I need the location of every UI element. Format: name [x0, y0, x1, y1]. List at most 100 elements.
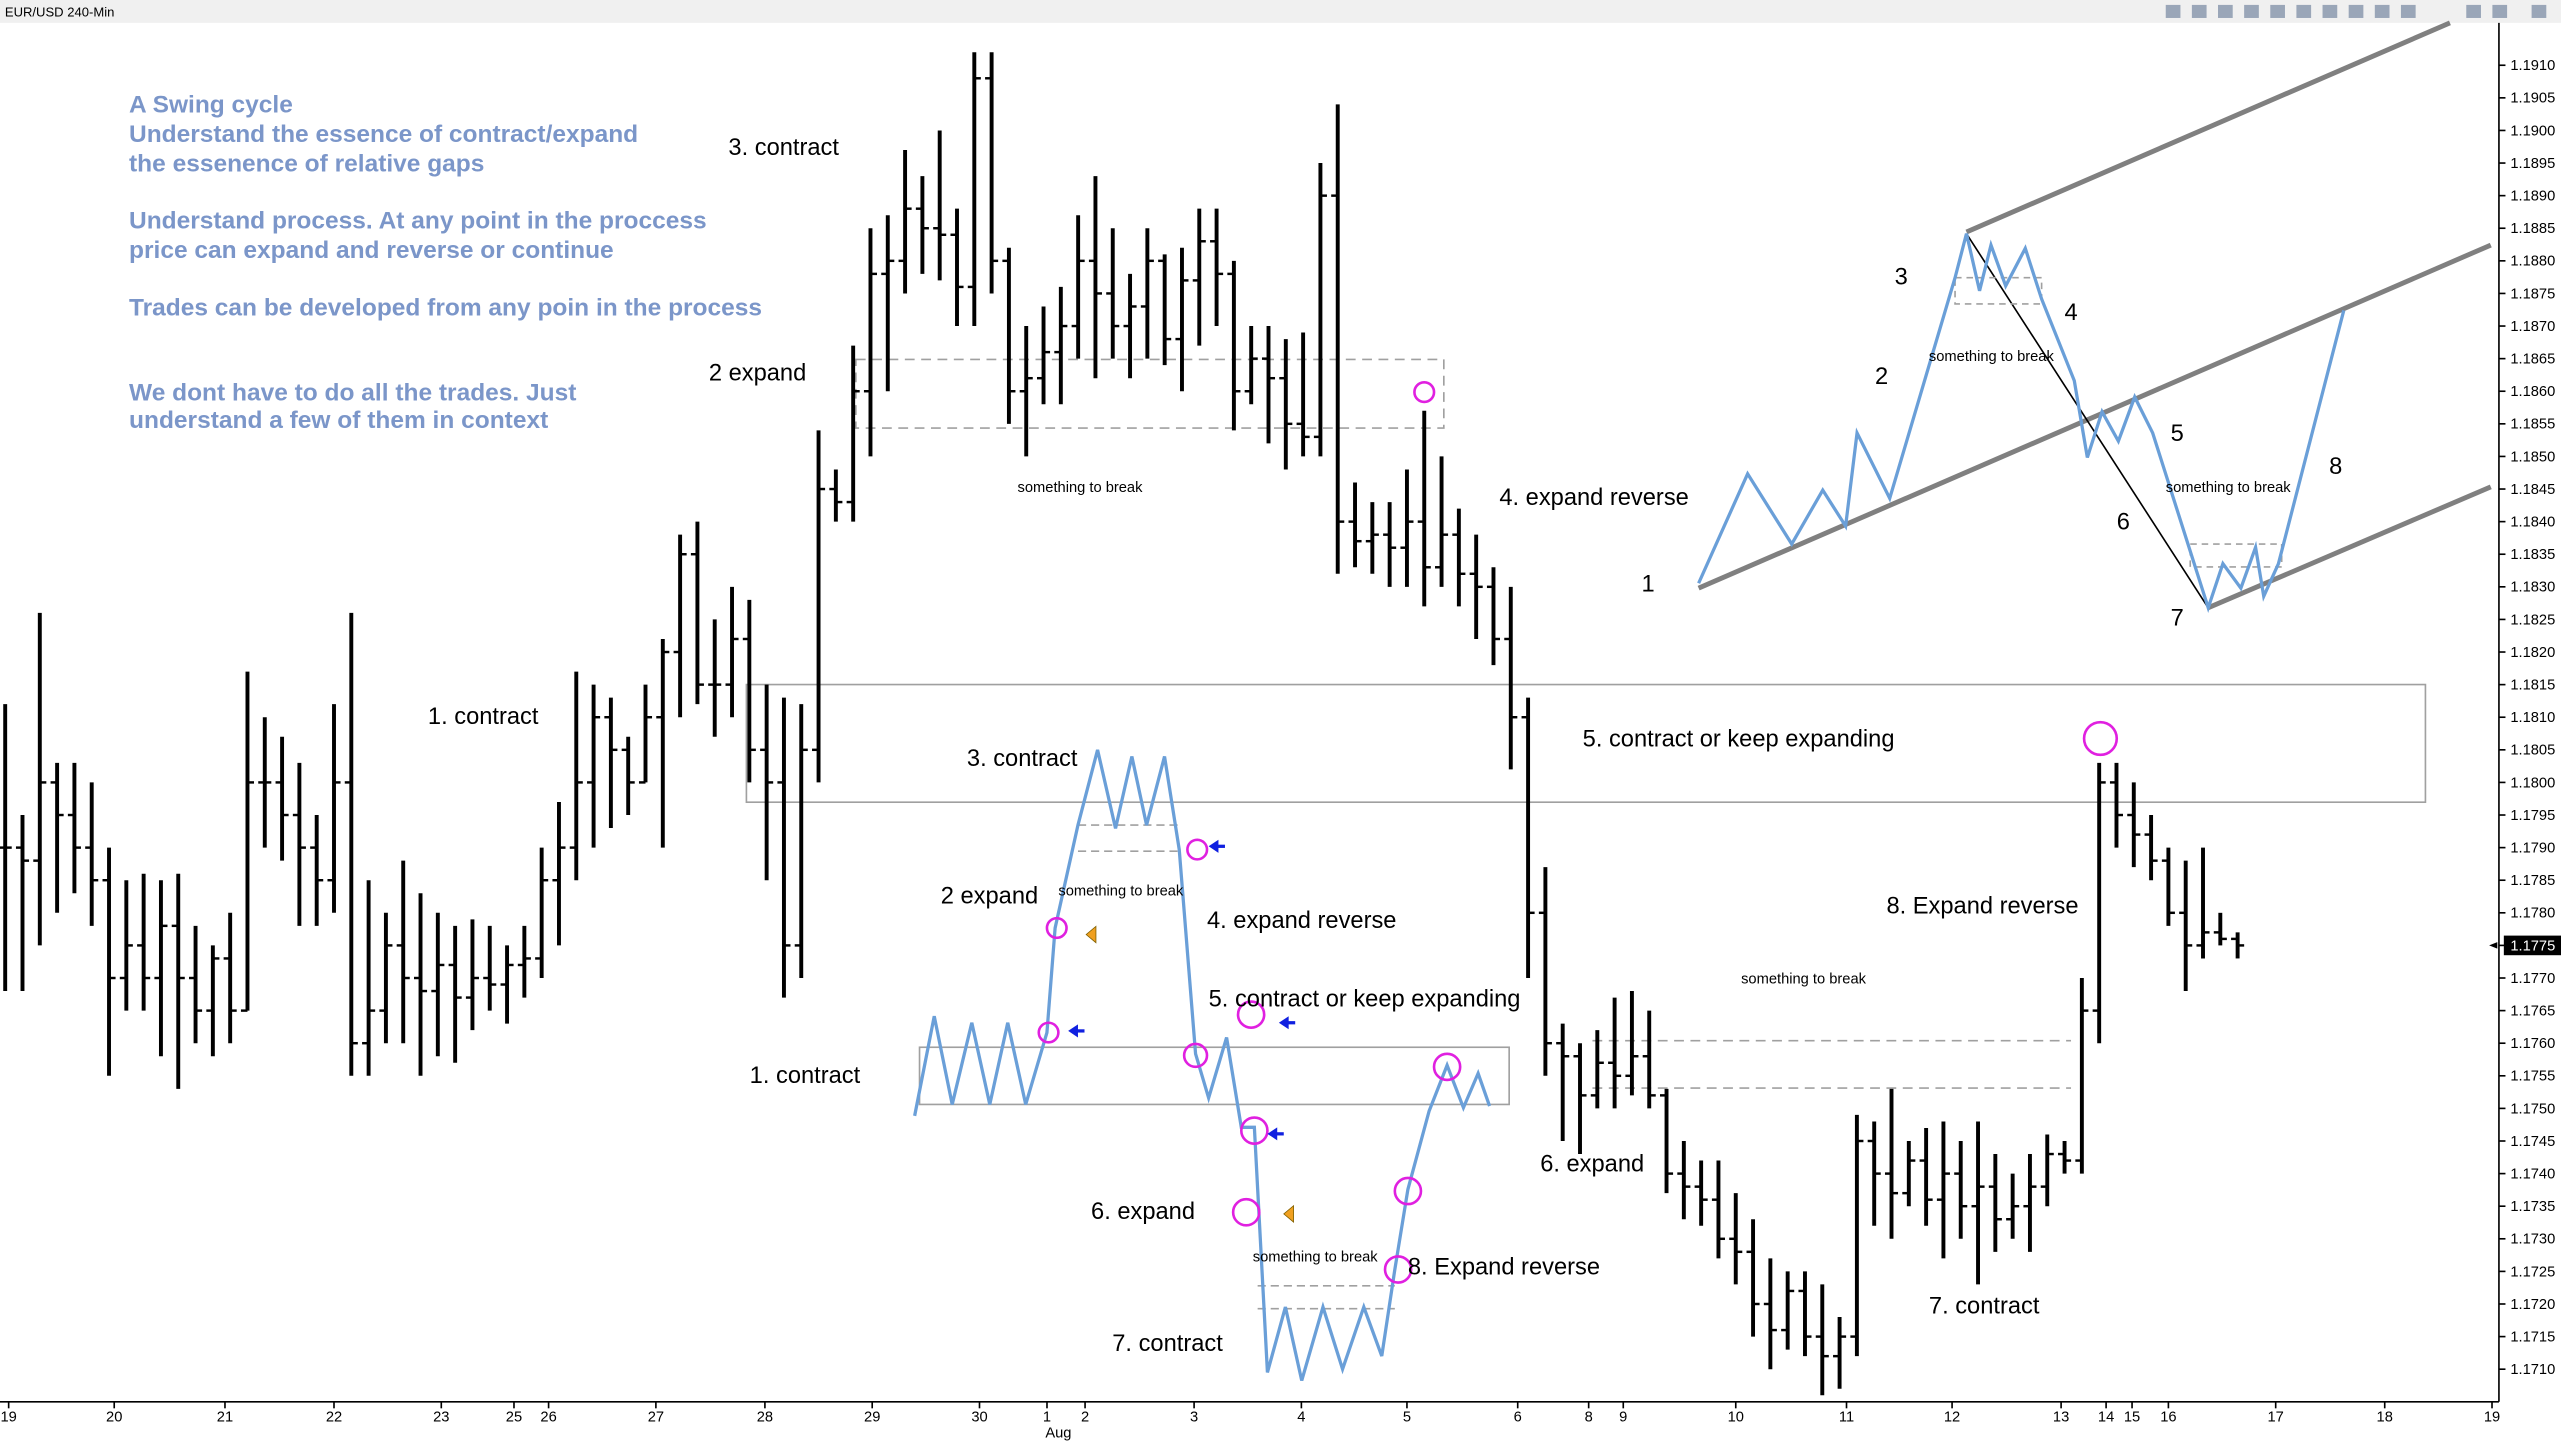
- x-tick-label: 22: [326, 1409, 342, 1425]
- y-tick-label: 1.1770: [2510, 971, 2555, 987]
- marker-circle: [1186, 838, 1209, 861]
- arrow: [1208, 839, 1219, 853]
- x-tick-label: 21: [217, 1409, 233, 1425]
- marker-circle: [1045, 916, 1068, 940]
- arrow: [1283, 1204, 1294, 1223]
- x-tick-label: 2: [1081, 1409, 1089, 1425]
- y-tick-label: 1.1875: [2510, 286, 2555, 302]
- annotation-label: 2 expand: [941, 883, 1038, 909]
- note-text: Understand the essence of contract/expan…: [129, 121, 638, 148]
- x-tick-label: 16: [2160, 1409, 2176, 1425]
- annotation-label: 8. Expand reverse: [1886, 893, 2078, 919]
- x-tick-label: 26: [540, 1409, 556, 1425]
- x-tick-label: 29: [864, 1409, 880, 1425]
- annotation-label: 7. contract: [1112, 1331, 1223, 1357]
- y-tick-label: 1.1780: [2510, 906, 2555, 922]
- x-tick-label: 17: [2268, 1409, 2284, 1425]
- y-tick-label: 1.1740: [2510, 1166, 2555, 1182]
- y-tick-label: 1.1735: [2510, 1199, 2555, 1215]
- schematic-path: [1697, 233, 2346, 614]
- x-tick-label: 28: [757, 1409, 773, 1425]
- tool-icon[interactable]: [2244, 4, 2259, 18]
- arrow: [1278, 1016, 1289, 1030]
- annotation-label: 7. contract: [1929, 1294, 2040, 1320]
- tool-icon[interactable]: [2492, 4, 2508, 18]
- y-tick-label: 1.1730: [2510, 1232, 2555, 1248]
- tool-icon[interactable]: [2322, 4, 2338, 18]
- marker-circle: [1182, 1042, 1209, 1069]
- x-tick-label: 15: [2124, 1409, 2140, 1425]
- y-tick-label: 1.1785: [2510, 873, 2555, 889]
- x-tick-label: 18: [2377, 1409, 2393, 1425]
- tool-icon[interactable]: [2348, 4, 2364, 18]
- tool-icon[interactable]: [2296, 4, 2312, 18]
- y-tick-label: 1.1820: [2510, 645, 2555, 661]
- y-tick-label: 1.1865: [2510, 352, 2555, 368]
- y-tick-label: 1.1850: [2510, 449, 2555, 465]
- marker-circle: [2082, 720, 2119, 757]
- annotation-label: 4. expand reverse: [1207, 908, 1396, 934]
- y-tick-label: 1.1815: [2510, 678, 2555, 694]
- x-tick-label: 10: [1728, 1409, 1744, 1425]
- x-tick-label: 20: [106, 1409, 122, 1425]
- last-price-pointer: [2489, 942, 2498, 949]
- y-tick-label: 1.1800: [2510, 775, 2555, 791]
- y-tick-label: 1.1895: [2510, 156, 2555, 172]
- note-text: We dont have to do all the trades. Just: [129, 379, 576, 406]
- arrow: [1068, 1024, 1078, 1038]
- y-tick-label: 1.1830: [2510, 580, 2555, 596]
- annotation-label: something to break: [1253, 1249, 1379, 1265]
- x-tick-label: 4: [1297, 1409, 1305, 1425]
- tool-icon[interactable]: [2191, 4, 2207, 18]
- arrow: [1085, 925, 1097, 944]
- marker-circle: [1393, 1176, 1423, 1206]
- price-bars: [0, 52, 2245, 1396]
- annotation-label: something to break: [1929, 349, 2055, 365]
- last-price-label: 1.1775: [2510, 938, 2555, 954]
- y-tick-label: 1.1905: [2510, 91, 2555, 107]
- note-text: price can expand and reverse or continue: [129, 237, 614, 264]
- last-price-box: [2503, 935, 2561, 956]
- note-text: understand a few of them in context: [129, 407, 548, 434]
- x-tick-label: 8: [1585, 1409, 1593, 1425]
- x-tick-label: 27: [648, 1409, 664, 1425]
- tool-icon[interactable]: [2400, 4, 2416, 18]
- x-tick-label: 23: [433, 1409, 449, 1425]
- channel-line: [1965, 20, 2451, 235]
- x-tick-label: 6: [1514, 1409, 1522, 1425]
- trend-line: [1965, 233, 2209, 609]
- note-text: Understand process. At any point in the …: [129, 208, 707, 235]
- annotation-label: 1. contract: [428, 704, 539, 730]
- marker-circle: [1236, 1000, 1266, 1029]
- x-tick-label: 13: [2053, 1409, 2069, 1425]
- tool-icon[interactable]: [2531, 4, 2547, 18]
- tool-icon[interactable]: [2218, 4, 2233, 18]
- annotation-label: 4: [2064, 300, 2077, 326]
- y-tick-label: 1.1720: [2510, 1297, 2555, 1313]
- marker-circle: [1432, 1052, 1462, 1082]
- tool-icon[interactable]: [2270, 4, 2285, 18]
- y-tick-label: 1.1810: [2510, 710, 2555, 726]
- range-box: [745, 683, 2427, 804]
- marker-circle: [1231, 1197, 1261, 1227]
- tool-icon[interactable]: [2466, 4, 2481, 18]
- y-tick-label: 1.1745: [2510, 1134, 2555, 1150]
- y-tick-label: 1.1880: [2510, 254, 2555, 270]
- y-tick-label: 1.1860: [2510, 384, 2555, 400]
- tool-icon[interactable]: [2374, 4, 2390, 18]
- y-tick-label: 1.1790: [2510, 841, 2555, 857]
- x-tick-label: 11: [1839, 1409, 1854, 1425]
- annotation-label: 5. contract or keep expanding: [1583, 727, 1895, 753]
- annotation-label: 3. contract: [728, 135, 839, 161]
- annotation-label: 7: [2171, 606, 2184, 632]
- annotation-label: 2: [1875, 364, 1888, 390]
- y-tick-label: 1.1750: [2510, 1101, 2555, 1117]
- annotation-label: 8. Expand reverse: [1408, 1254, 1600, 1280]
- x-tick-label: 14: [2098, 1409, 2114, 1425]
- tool-icon[interactable]: [2165, 4, 2181, 18]
- annotation-label: 6. expand: [1091, 1199, 1195, 1225]
- x-tick-label: 1: [1043, 1409, 1051, 1425]
- axes: 1.1710 1.1715 1.1720 1.1725 1.1730 1.1735 1.17…: [0, 58, 2561, 1441]
